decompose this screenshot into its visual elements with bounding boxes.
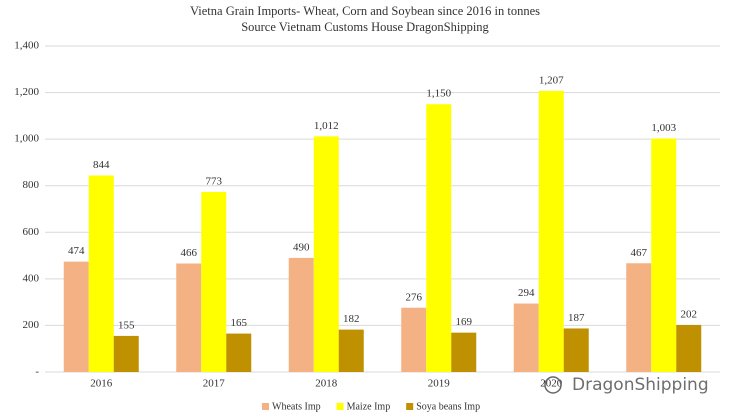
y-tick-label: 600 bbox=[23, 226, 40, 238]
bar bbox=[288, 257, 314, 372]
bar bbox=[113, 335, 139, 372]
value-label: 155 bbox=[118, 319, 135, 331]
value-label: 187 bbox=[568, 312, 585, 324]
bar bbox=[563, 328, 589, 372]
chart-title: Vietna Grain Imports- Wheat, Corn and So… bbox=[190, 4, 540, 18]
y-tick-label: 1,400 bbox=[14, 40, 39, 52]
bar bbox=[176, 263, 202, 372]
legend-label: Wheats Imp bbox=[272, 401, 321, 412]
value-label: 182 bbox=[343, 313, 360, 325]
bar bbox=[676, 324, 702, 372]
bar bbox=[338, 329, 364, 372]
watermark-icon bbox=[544, 376, 562, 394]
y-tick-label: 200 bbox=[23, 319, 40, 331]
legend-swatch bbox=[262, 403, 269, 410]
value-label: 276 bbox=[406, 291, 423, 303]
value-label: 202 bbox=[681, 308, 698, 320]
value-label: 165 bbox=[231, 317, 248, 329]
value-label: 1,012 bbox=[314, 120, 339, 132]
bar bbox=[88, 175, 114, 372]
y-tick-label: 1,200 bbox=[14, 86, 39, 98]
x-tick-label: 2018 bbox=[315, 378, 338, 390]
x-tick-label: 2017 bbox=[203, 378, 226, 390]
watermark: DragonShipping bbox=[572, 375, 709, 395]
y-tick-label: 400 bbox=[23, 272, 40, 284]
bar bbox=[401, 307, 427, 372]
legend-swatch bbox=[336, 403, 344, 410]
y-tick-label: 1,000 bbox=[14, 133, 39, 145]
value-label: 1,003 bbox=[651, 122, 676, 134]
bar bbox=[451, 332, 477, 372]
bar bbox=[201, 192, 227, 372]
value-label: 466 bbox=[181, 247, 198, 259]
value-label: 294 bbox=[518, 287, 535, 299]
value-label: 490 bbox=[293, 241, 310, 253]
chart-subtitle: Source Vietnam Customs House DragonShipp… bbox=[241, 20, 489, 34]
y-tick-label: 800 bbox=[23, 179, 40, 191]
x-tick-label: 2019 bbox=[428, 378, 451, 390]
bar bbox=[626, 263, 652, 372]
bar bbox=[313, 136, 339, 372]
bar bbox=[226, 333, 252, 372]
value-label: 467 bbox=[631, 247, 648, 259]
value-label: 773 bbox=[206, 176, 223, 188]
legend-label: Maize Imp bbox=[347, 401, 391, 412]
value-label: 169 bbox=[456, 316, 473, 328]
x-tick-label: 2016 bbox=[90, 378, 113, 390]
value-label: 1,207 bbox=[539, 74, 564, 86]
legend-label: Soya beans Imp bbox=[416, 401, 480, 412]
bar bbox=[513, 303, 539, 372]
bar bbox=[63, 261, 89, 372]
bar bbox=[538, 90, 564, 372]
legend-swatch bbox=[406, 403, 414, 410]
value-label: 844 bbox=[93, 159, 110, 171]
value-label: 474 bbox=[68, 245, 85, 257]
bar bbox=[426, 104, 452, 372]
y-tick-label: - bbox=[35, 366, 39, 378]
bar bbox=[651, 138, 677, 372]
value-label: 1,150 bbox=[426, 88, 451, 100]
